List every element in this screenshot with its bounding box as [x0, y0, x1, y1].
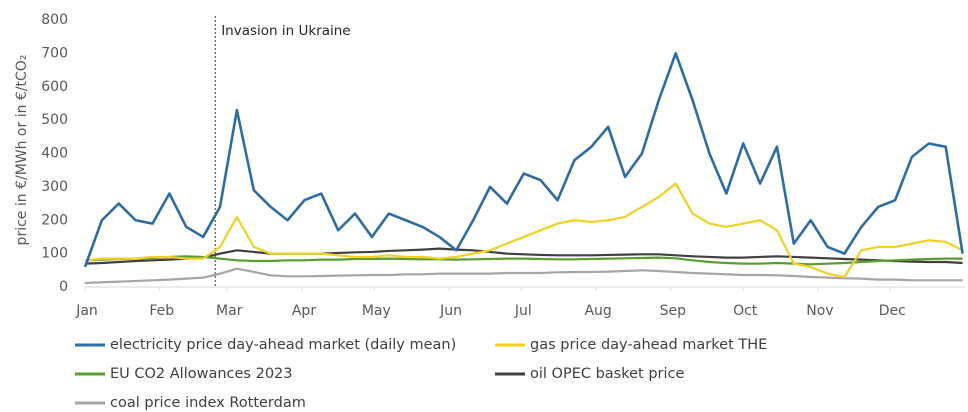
x-tick-label: Mar [216, 303, 243, 319]
x-tick-label: Dec [879, 303, 906, 319]
series-line [84, 267, 963, 285]
legend-label: electricity price day-ahead market (dail… [110, 337, 456, 353]
x-tick-label: Aug [584, 303, 611, 319]
x-tick-label: Apr [292, 303, 316, 319]
y-tick-label: 300 [41, 179, 68, 195]
legend-label: gas price day-ahead market THE [530, 337, 767, 353]
series-line [84, 255, 963, 266]
y-tick-label: 100 [41, 246, 68, 262]
y-tick-label: 700 [41, 45, 68, 61]
y-axis-label: price in €/MWh or in €/tCO₂ [14, 55, 30, 246]
y-tick-label: 0 [59, 279, 68, 295]
annotation-text: Invasion in Ukraine [221, 23, 350, 39]
legend-label: oil OPEC basket price [530, 366, 684, 382]
x-tick-label: Oct [733, 303, 758, 319]
series-line [83, 52, 964, 268]
y-tick-label: 500 [41, 112, 68, 128]
series-line [84, 182, 964, 279]
x-tick-label: Sep [660, 303, 687, 319]
legend-label: coal price index Rotterdam [110, 395, 306, 411]
y-tick-label: 600 [41, 79, 68, 95]
x-tick-label: May [362, 303, 391, 319]
x-tick-label: Nov [806, 303, 833, 319]
x-tick-label: Feb [149, 303, 174, 319]
x-tick-label: Jun [439, 303, 462, 319]
x-tick-label: Jul [514, 303, 532, 319]
series-line [84, 247, 963, 265]
y-tick-label: 400 [41, 146, 68, 162]
x-tick-label: Jan [75, 303, 98, 319]
y-tick-label: 800 [41, 12, 68, 28]
y-tick-label: 200 [41, 212, 68, 228]
legend-label: EU CO2 Allowances 2023 [110, 366, 293, 382]
